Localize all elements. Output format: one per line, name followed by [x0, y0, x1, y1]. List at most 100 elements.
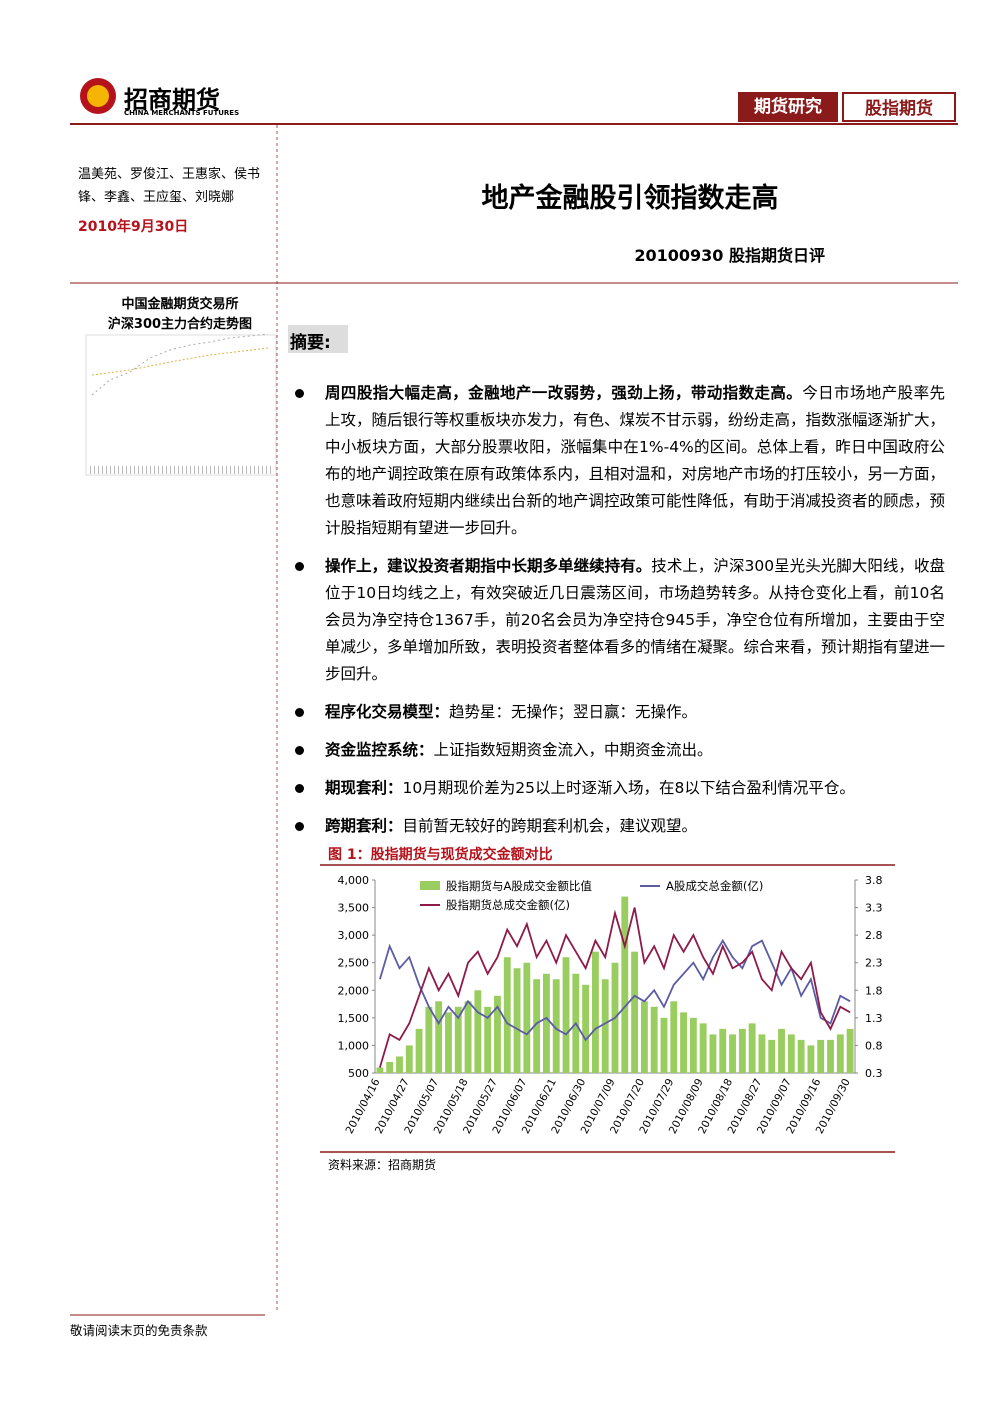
figure-title: 图 1：股指期货与现货成交金额对比: [328, 847, 553, 863]
bullet-lead: 周四股指大幅走高，金融地产一改弱势，强劲上扬，带动指数走高。: [325, 384, 803, 402]
bar: [376, 1067, 384, 1073]
line: [379, 907, 851, 1068]
legend-label: 股指期货总成交金额(亿): [446, 898, 570, 912]
bar: [748, 1023, 756, 1073]
y-tick-label: 3,500: [338, 902, 370, 915]
tab-research: 期货研究: [738, 92, 838, 122]
summary-bullet: 操作上，建议投资者期指中长期多单继续持有。技术上，沪深300呈光头光脚大阳线，收…: [295, 553, 946, 688]
summary-bullet: 跨期套利：目前暂无较好的跨期套利机会，建议观望。: [295, 813, 945, 840]
bar: [454, 1006, 462, 1073]
bullet-text: 今日市场地产股率先上攻，随后银行等权重板块亦发力，有色、煤炭不甘示弱，纷纷走高，…: [325, 384, 946, 537]
y2-tick-label: 2.3: [865, 957, 883, 970]
bar: [807, 1045, 815, 1073]
bar: [729, 1034, 736, 1073]
y2-tick-label: 3.8: [865, 874, 883, 887]
bar: [758, 1034, 766, 1073]
bar: [445, 1012, 452, 1073]
bar: [435, 1001, 443, 1073]
bar: [846, 1028, 854, 1073]
bar: [552, 979, 560, 1073]
bar: [778, 1028, 785, 1073]
bar: [680, 1012, 687, 1073]
legend-label: A股成交总金额(亿): [666, 879, 763, 893]
summary-bullet: 程序化交易模型：趋势星：无操作；翌日赢：无操作。: [295, 699, 945, 726]
bar: [543, 973, 550, 1073]
bar: [415, 1028, 423, 1073]
bar: [494, 995, 501, 1073]
thumbnail-title: 中国金融期货交易所: [121, 297, 239, 312]
y2-tick-label: 1.8: [865, 984, 883, 997]
bar: [405, 1045, 413, 1073]
bar: [464, 1001, 472, 1073]
logo-icon-inner: [87, 85, 109, 107]
footer-disclaimer: 敬请阅读末页的免责条款: [70, 1323, 208, 1338]
bar: [601, 979, 609, 1073]
bar: [503, 957, 511, 1073]
bar: [660, 1017, 668, 1073]
bar: [484, 1006, 492, 1073]
bar: [640, 1001, 648, 1073]
bar: [631, 951, 639, 1073]
bullet-lead: 操作上，建议投资者期指中长期多单继续持有。: [325, 557, 652, 575]
bar: [768, 1039, 776, 1073]
bar: [523, 962, 531, 1073]
tab-index-futures: 股指期货: [842, 92, 956, 122]
authors: 温美苑、罗俊江、王惠家、侯书锋、李鑫、王应玺、刘晓娜: [78, 167, 261, 205]
bar: [650, 1006, 658, 1073]
summary-bullet: 周四股指大幅走高，金融地产一改弱势，强劲上扬，带动指数走高。今日市场地产股率先上…: [295, 380, 946, 542]
y2-tick-label: 2.8: [865, 929, 883, 942]
bar: [396, 1056, 403, 1073]
y2-tick-label: 0.3: [865, 1067, 883, 1080]
thumbnail-avg: [91, 347, 269, 376]
bar: [562, 957, 570, 1073]
figure-source: 资料来源：招商期货: [328, 1158, 437, 1172]
thumbnail-title: 沪深300主力合约走势图: [107, 317, 253, 332]
bar: [827, 1039, 834, 1073]
bar: [797, 1039, 805, 1073]
summary-list: 周四股指大幅走高，金融地产一改弱势，强劲上扬，带动指数走高。今日市场地产股率先上…: [295, 380, 946, 851]
bullet-text: 上证指数短期资金流入，中期资金流出。: [433, 741, 713, 759]
bullet-lead: 期现套利：: [325, 779, 403, 797]
report-date: 2010年9月30日: [78, 219, 189, 235]
y-tick-label: 1,500: [338, 1012, 370, 1025]
chart: 500 1,000 1,500 2,000 2,500 3,000 3,500 4,000 0.…: [338, 874, 883, 1136]
bar: [621, 896, 629, 1073]
legend-swatch: [420, 881, 440, 890]
y-tick-label: 4,000: [338, 874, 370, 887]
bar: [582, 984, 590, 1073]
y2-tick-label: 3.3: [865, 902, 883, 915]
y-tick-label: 3,000: [338, 929, 370, 942]
bullet-lead: 程序化交易模型：: [325, 703, 450, 721]
bar: [817, 1039, 825, 1073]
summary-bullet: 资金监控系统：上证指数短期资金流入，中期资金流出。: [295, 737, 945, 764]
y-tick-label: 2,500: [338, 957, 370, 970]
bar: [513, 968, 521, 1073]
bullet-lead: 跨期套利：: [325, 817, 403, 835]
y-tick-label: 1,000: [338, 1039, 370, 1052]
bar: [591, 951, 599, 1073]
bullet-text: 技术上，沪深300呈光头光脚大阳线，收盘位于10日均线之上，有效突破近几日震荡区…: [325, 557, 946, 683]
bar: [719, 1028, 727, 1073]
summary-bullet: 期现套利：10月期现价差为25以上时逐渐入场，在8以下结合盈利情况平仓。: [295, 775, 945, 802]
bullet-text: 10月期现价差为25以上时逐渐入场，在8以下结合盈利情况平仓。: [402, 779, 855, 797]
report-subtitle: 20100930 股指期货日评: [634, 246, 825, 265]
bar: [738, 1028, 746, 1073]
summary-heading-bg: [288, 325, 348, 353]
bar: [425, 1006, 433, 1073]
line: [379, 938, 851, 1042]
bar: [699, 1023, 707, 1073]
bar: [474, 990, 482, 1073]
report-title: 地产金融股引领指数走高: [481, 183, 779, 214]
bar: [689, 1017, 697, 1073]
bar: [836, 1034, 844, 1073]
bar: [709, 1034, 717, 1073]
bar: [670, 1001, 678, 1073]
logo-en: CHINA MERCHANTS FUTURES: [124, 109, 240, 117]
bullet-text: 目前暂无较好的跨期套利机会，建议观望。: [402, 817, 698, 835]
summary-heading: 摘要:: [290, 333, 331, 353]
y2-tick-label: 1.3: [865, 1012, 883, 1025]
bar: [787, 1034, 795, 1073]
bar: [386, 1061, 394, 1073]
thumbnail-frame: [85, 334, 277, 476]
